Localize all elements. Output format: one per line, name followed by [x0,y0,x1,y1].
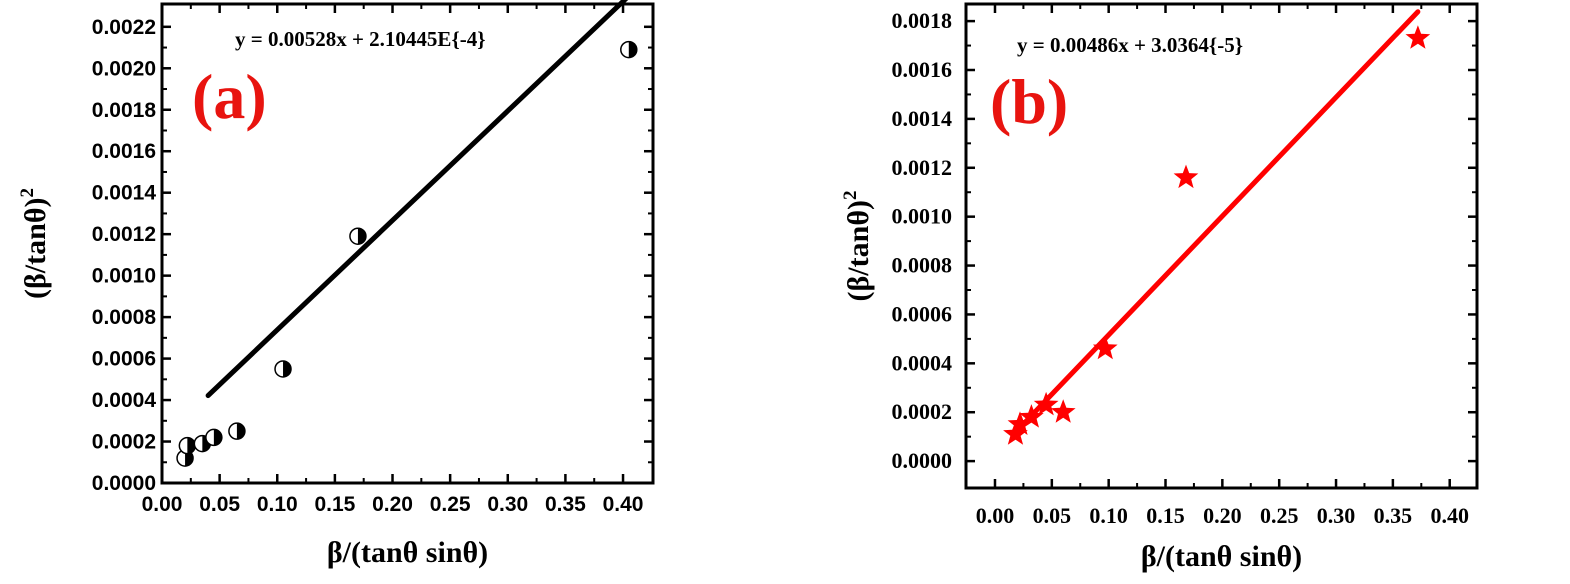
y-tick-label: 0.0010 [892,204,953,229]
y-tick-label: 0.0022 [92,16,156,39]
y-axis-label: (β/tanθ)2 [840,191,875,302]
x-tick-label: 0.30 [487,493,528,516]
y-tick-label: 0.0018 [92,99,157,122]
panel-a-chart: 0.00 0.05 0.10 0.15 0.20 0.25 0.30 0.35 0.40 0.00… [17,0,655,569]
data-point-star [1405,25,1431,49]
x-tick-label: 0.05 [1033,503,1072,528]
x-tick-label: 0.20 [1203,503,1242,528]
data-point-star [1007,411,1033,435]
panel-b-chart: 0.00 0.05 0.10 0.15 0.20 0.25 0.30 0.35 0.40 0.00… [840,2,1479,573]
fit-line [205,0,629,399]
x-tick-label: 0.20 [372,493,413,516]
data-point-star [1173,164,1199,189]
x-tick-label: 0.05 [199,493,240,516]
y-tick-label: 0.0010 [92,265,156,288]
data-point [349,227,367,245]
x-tick-label: 0.00 [142,493,183,516]
panel-label: (b) [990,66,1068,137]
y-tick-label: 0.0016 [92,140,156,163]
x-tick-label: 0.10 [257,493,298,516]
y-axis-label-superscript: 2 [17,188,38,198]
marker-half-fill [236,423,245,440]
data-point-star [1033,391,1059,416]
fit-line [1015,9,1421,433]
y-tick-label: 0.0012 [892,155,953,180]
data-point [620,40,638,59]
data-point [205,428,223,447]
y-tick-label: 0.0000 [892,448,953,473]
data-point [274,360,292,378]
x-tick-label: 0.00 [976,503,1015,528]
data-point-star [1050,399,1076,423]
y-axis-label-main: (β/tanθ) [19,198,52,299]
y-axis-label: (β/tanθ)2 [17,188,52,299]
y-tick-label: 0.0006 [92,348,156,371]
marker-half-fill [187,437,196,454]
x-tick-label: 0.15 [1146,503,1185,528]
x-tick-label: 0.10 [1089,503,1128,528]
data-point [228,422,246,440]
x-tick-label: 0.25 [430,493,471,516]
y-tick-label: 0.0004 [892,350,953,375]
x-axis-label: β/(tanθ sinθ) [1141,540,1302,573]
marker-half-fill [628,41,637,58]
fit-equation: y = 0.00528x + 2.10445E{-4} [235,27,485,51]
data-point-star [1019,404,1044,428]
y-tick-label: 0.0014 [92,182,157,205]
x-tick-label: 0.35 [1374,503,1413,528]
fit-equation: y = 0.00486x + 3.0364{-5} [1017,33,1243,57]
y-tick-label: 0.0002 [892,399,953,424]
marker-half-fill [213,429,222,446]
y-tick-label: 0.0004 [92,389,157,412]
data-point-star [1092,335,1118,360]
y-tick-label: 0.0016 [892,57,953,82]
x-tick-label: 0.25 [1260,503,1299,528]
y-tick-label: 0.0012 [92,223,156,246]
x-tick-label: 0.30 [1317,503,1356,528]
x-tick-label: 0.35 [545,493,586,516]
y-axis-label-superscript: 2 [840,191,861,201]
y-tick-label: 0.0000 [92,472,156,495]
y-tick-label: 0.0002 [92,431,156,454]
y-tick-label: 0.0020 [92,57,156,80]
x-tick-label: 0.40 [603,493,644,516]
y-tick-label: 0.0008 [892,253,953,278]
y-tick-label: 0.0018 [892,8,953,33]
x-tick-label: 0.15 [314,493,355,516]
panel-label: (a) [192,61,267,132]
y-axis-label-main: (β/tanθ) [842,200,875,301]
y-tick-label: 0.0006 [892,301,953,326]
y-tick-label: 0.0014 [892,106,953,131]
plot-frame [160,2,655,485]
x-axis-label: β/(tanθ sinθ) [327,536,488,569]
marker-half-fill [283,360,292,377]
x-tick-label: 0.40 [1430,503,1469,528]
data-point [178,436,197,455]
marker-half-fill [357,228,366,245]
y-tick-label: 0.0008 [92,306,157,329]
